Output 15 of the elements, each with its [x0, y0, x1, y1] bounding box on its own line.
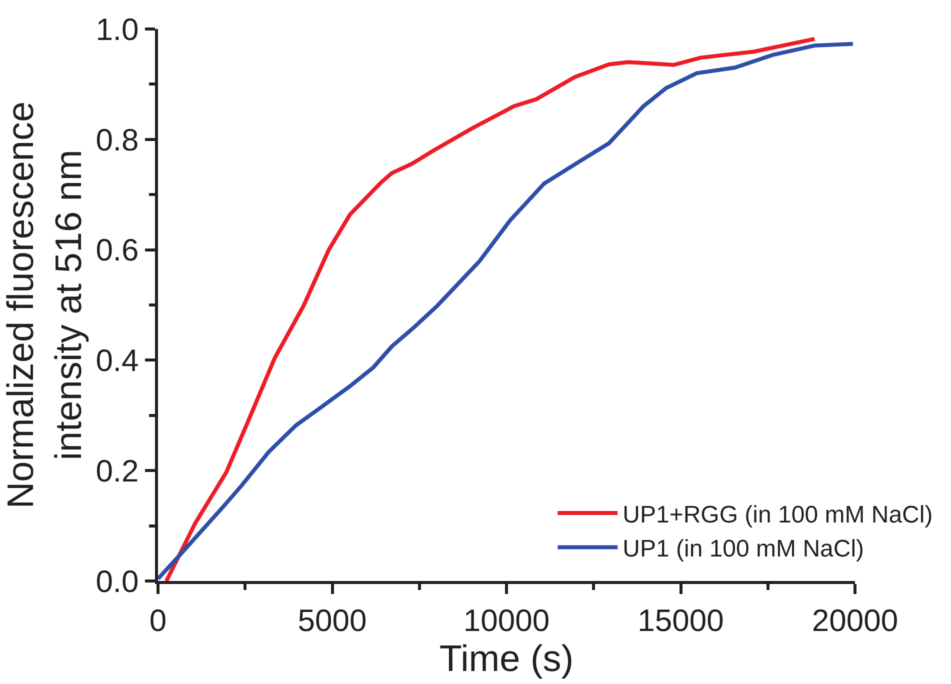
x-tick-label: 5000 — [298, 603, 367, 638]
y-tick-label: 0.8 — [96, 122, 139, 158]
y-axis-title: Normalized fluorescence intensity at 516 nm — [0, 101, 90, 509]
x-tick-label: 0 — [149, 603, 167, 638]
legend-label: UP1+RGG (in 100 mM NaCl) — [622, 501, 933, 528]
x-axis-title: Time (s) — [439, 638, 574, 680]
y-tick-label: 0.2 — [96, 453, 139, 488]
y-tick-label: 1.0 — [96, 12, 139, 47]
legend-label: UP1 (in 100 mM NaCl) — [622, 536, 864, 563]
y-tick-label: 0.4 — [96, 343, 139, 378]
y-tick-label: 0.6 — [96, 232, 139, 268]
x-tick-label: 15000 — [638, 603, 724, 638]
x-tick-label: 20000 — [812, 603, 898, 638]
y-tick-label: 0.0 — [96, 564, 139, 599]
x-tick-label: 10000 — [463, 603, 550, 638]
